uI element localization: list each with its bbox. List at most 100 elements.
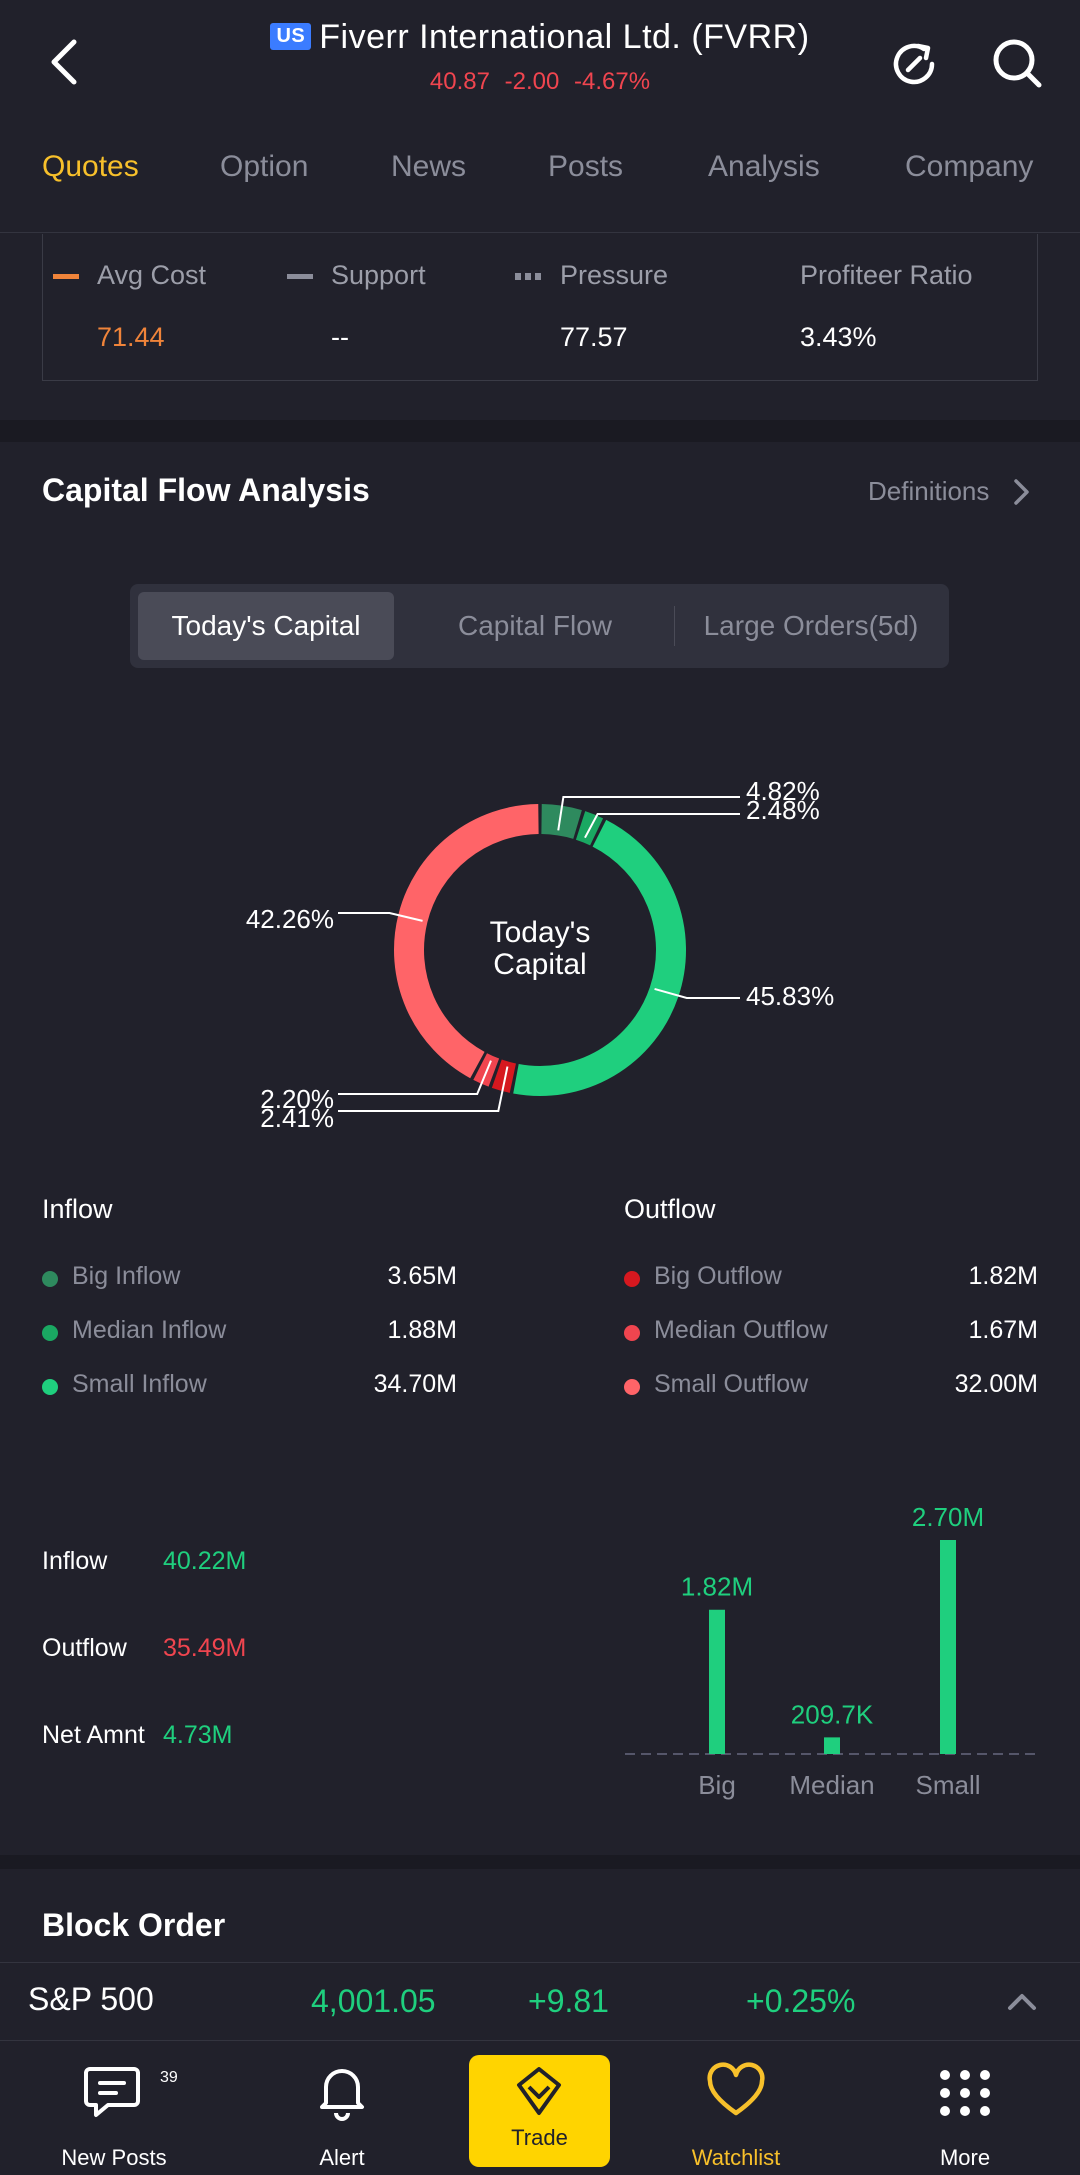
list-item: Big Inflow 3.65M — [42, 1262, 457, 1296]
median-outflow-value: 1.67M — [968, 1316, 1038, 1344]
big-outflow-dot — [624, 1271, 640, 1287]
small-inflow-dot — [42, 1379, 58, 1395]
stock-change: -2.00 — [504, 68, 560, 95]
avg-cost-label: Avg Cost — [97, 260, 207, 290]
summary-net-value: 4.73M — [163, 1721, 233, 1749]
bar-category-label: Big — [698, 1770, 736, 1800]
capital-donut-chart: 4.82%2.48% 45.83% 2.41%2.20% 42.26% Today's… — [246, 776, 834, 1133]
bar-category-label: Median — [789, 1770, 874, 1800]
donut-leader-line — [654, 987, 740, 999]
cost-summary: Avg Cost 71.44 Support -- Pressure 77.57… — [42, 234, 1038, 381]
list-item: Small Outflow 32.00M — [624, 1370, 1038, 1404]
tab-bar: Quotes Option News Posts Analysis Compan… — [0, 150, 1080, 210]
nav-more[interactable]: More — [885, 2041, 1045, 2175]
pressure-label: Pressure — [560, 260, 669, 290]
bar-small — [940, 1540, 956, 1754]
bar-value-label: 209.7K — [791, 1699, 874, 1729]
big-outflow-value: 1.82M — [968, 1262, 1038, 1290]
big-inflow-dot — [42, 1271, 58, 1287]
tab-analysis[interactable]: Analysis — [708, 150, 820, 183]
list-item: Small Inflow 34.70M — [42, 1370, 457, 1404]
section-separator — [0, 1855, 1080, 1869]
stock-title: Fiverr International Ltd. (FVRR) — [319, 18, 810, 56]
list-item: Big Outflow 1.82M — [624, 1262, 1038, 1296]
support-legend-icon — [287, 274, 313, 279]
tab-quotes[interactable]: Quotes — [42, 150, 139, 183]
market-badge: US — [270, 23, 312, 50]
trade-icon — [517, 2067, 561, 2115]
bar-value-label: 1.82M — [681, 1572, 753, 1602]
search-icon[interactable] — [990, 36, 1044, 90]
heart-icon — [707, 2062, 765, 2116]
net-flow-bar-chart: 1.82M Big 209.7K Median 2.70M Small — [625, 1502, 1040, 1800]
small-inflow-value: 34.70M — [373, 1370, 457, 1398]
tab-news[interactable]: News — [391, 150, 467, 183]
small-inflow-label: Small Inflow — [72, 1370, 207, 1398]
donut-label: 2.41% — [260, 1103, 334, 1133]
bar-value-label: 2.70M — [912, 1502, 984, 1532]
index-change-pct: +0.25% — [746, 1983, 856, 2019]
bar-median — [824, 1737, 840, 1754]
summary-outflow-label: Outflow — [42, 1634, 127, 1662]
nav-new-posts[interactable]: 39 New Posts — [34, 2041, 194, 2175]
bar-category-label: Small — [915, 1770, 980, 1800]
nav-trade[interactable]: Trade — [469, 2055, 610, 2167]
outflow-title: Outflow — [624, 1194, 716, 1224]
profiteer-ratio-value: 3.43% — [800, 322, 877, 352]
chevron-right-icon[interactable] — [1010, 476, 1034, 508]
bell-icon — [320, 2069, 364, 2121]
segment-large-orders[interactable]: Large Orders(5d) — [703, 610, 919, 641]
nav-more-label: More — [939, 2145, 991, 2170]
stock-price: 40.87 — [429, 68, 490, 95]
tab-posts[interactable]: Posts — [548, 150, 624, 183]
median-inflow-label: Median Inflow — [72, 1316, 227, 1344]
donut-center-line1: Today's — [490, 916, 591, 949]
donut-slice-median-inflow — [575, 811, 604, 846]
nav-watchlist[interactable]: Watchlist — [656, 2041, 816, 2175]
stock-change-pct: -4.67% — [574, 68, 651, 95]
big-inflow-label: Big Inflow — [72, 1262, 181, 1290]
refresh-icon[interactable] — [888, 38, 940, 90]
segment-divider — [674, 606, 675, 646]
price-row: 40.87 -2.00 -4.67% — [0, 68, 1080, 96]
donut-label: 45.83% — [746, 981, 834, 1011]
median-outflow-dot — [624, 1325, 640, 1341]
definitions-link[interactable]: Definitions — [868, 476, 990, 506]
posts-icon — [84, 2067, 140, 2117]
nav-trade-label: Trade — [511, 2125, 568, 2150]
tab-company[interactable]: Company — [905, 150, 1034, 183]
segment-capital-flow[interactable]: Capital Flow — [457, 610, 613, 641]
page-title: US Fiverr International Ltd. (FVRR) — [0, 18, 1080, 57]
donut-label: 4.82% — [746, 776, 820, 806]
nav-new-posts-label: New Posts — [61, 2145, 167, 2170]
nav-alert[interactable]: Alert — [262, 2041, 422, 2175]
nav-alert-label: Alert — [319, 2145, 365, 2170]
pressure-value: 77.57 — [560, 322, 628, 352]
chevron-up-icon[interactable] — [1004, 1987, 1040, 2017]
pressure-legend-icon — [515, 273, 541, 280]
donut-label: 2.20% — [260, 1084, 334, 1114]
grid-icon — [940, 2070, 990, 2116]
nav-watchlist-label: Watchlist — [691, 2145, 781, 2170]
support-value: -- — [331, 322, 349, 352]
index-ticker-bar[interactable]: S&P 500 4,001.05 +9.81 +0.25% — [0, 1962, 1080, 2040]
donut-label: 42.26% — [246, 904, 334, 934]
support-label: Support — [331, 260, 426, 290]
header: US Fiverr International Ltd. (FVRR) 40.87… — [0, 0, 1080, 120]
avg-cost-value: 71.44 — [97, 322, 165, 352]
back-arrow-icon[interactable] — [40, 30, 90, 90]
inflow-title: Inflow — [42, 1194, 113, 1224]
donut-leader-line — [557, 796, 740, 831]
donut-leader-line — [338, 912, 423, 922]
big-inflow-value: 3.65M — [387, 1262, 457, 1290]
segment-todays-capital[interactable]: Today's Capital — [138, 592, 394, 660]
big-outflow-label: Big Outflow — [654, 1262, 782, 1290]
section-separator — [0, 420, 1080, 442]
tab-option[interactable]: Option — [220, 150, 309, 183]
small-outflow-dot — [624, 1379, 640, 1395]
index-name: S&P 500 — [28, 1981, 154, 2017]
list-item: Median Outflow 1.67M — [624, 1316, 1038, 1350]
index-change: +9.81 — [528, 1983, 609, 2019]
donut-leader-line — [584, 813, 740, 839]
profiteer-ratio-label: Profiteer Ratio — [800, 260, 973, 290]
